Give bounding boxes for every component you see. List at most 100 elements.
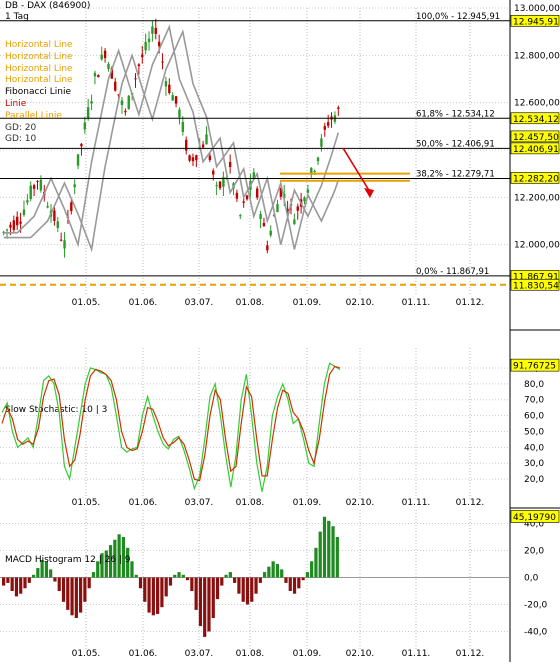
macd-bar xyxy=(301,577,305,581)
candle xyxy=(76,154,80,166)
value-tag-label: 91,76725 xyxy=(513,362,556,372)
macd-bar xyxy=(138,577,143,589)
macd-bar xyxy=(14,577,19,597)
candle xyxy=(215,185,218,187)
candle xyxy=(212,170,215,175)
price-tag xyxy=(510,112,560,125)
candle xyxy=(218,181,222,189)
candle xyxy=(19,221,22,224)
price-tag xyxy=(510,130,560,143)
candle xyxy=(316,157,320,162)
candle xyxy=(39,179,43,191)
candle xyxy=(144,41,147,51)
gd-20-line xyxy=(3,29,340,253)
chart-timeframe: 1 Tag xyxy=(5,12,29,22)
price-tag-label: 12.945,91 xyxy=(513,17,559,27)
candle xyxy=(117,94,120,96)
macd-bar xyxy=(57,577,61,591)
y-tick-label: 60,0 xyxy=(524,412,544,422)
legend-item: GD: 10 xyxy=(5,134,37,145)
y-tick-label: 80,0 xyxy=(524,380,544,390)
macd-bar xyxy=(215,577,220,600)
y-tick-label: 20,0 xyxy=(524,547,544,557)
candle xyxy=(147,38,151,43)
x-tick-label: 03.07. xyxy=(185,298,214,308)
x-tick-label: 02.10. xyxy=(346,298,375,308)
trend-arrow-head xyxy=(364,188,374,198)
candle xyxy=(53,210,56,221)
macd-bar xyxy=(108,545,113,578)
candle xyxy=(262,222,266,227)
candle xyxy=(239,215,242,217)
y-tick-label: 30,0 xyxy=(524,459,544,469)
x-tick-label: 01.11. xyxy=(402,649,431,659)
macd-bar xyxy=(126,547,130,578)
candle xyxy=(36,180,39,182)
macd-bar xyxy=(228,572,232,578)
macd-bar xyxy=(173,574,177,578)
candle xyxy=(110,67,114,79)
macd-bar xyxy=(10,577,14,591)
macd-bar xyxy=(190,577,194,591)
macd-bar xyxy=(117,534,121,578)
macd-bar xyxy=(314,547,318,578)
macd-bar xyxy=(49,569,53,578)
candle xyxy=(255,188,259,198)
macd-bar xyxy=(194,577,198,610)
candle xyxy=(266,245,269,251)
candle xyxy=(174,96,178,104)
price-tag-label: 12.534,12 xyxy=(513,115,559,125)
candle xyxy=(286,208,289,212)
macd-bar xyxy=(181,574,185,578)
x-tick-label: 01.12. xyxy=(456,649,485,659)
macd-bar xyxy=(91,572,96,578)
y-tick-label: 13.000,00 xyxy=(514,4,560,14)
macd-bar xyxy=(104,550,108,578)
macd-bar xyxy=(168,577,173,586)
macd-bar xyxy=(160,577,164,608)
trend-arrow-line xyxy=(342,147,371,193)
fib-level-label: 38,2% - 12.279,71 xyxy=(416,169,495,179)
x-tick-label: 01.11. xyxy=(402,298,431,308)
macd-bar xyxy=(83,577,87,602)
candle xyxy=(70,202,73,212)
candle xyxy=(124,110,127,113)
fib-level-label: 50,0% - 12.406,91 xyxy=(416,139,495,149)
macd-bar xyxy=(211,577,215,618)
x-tick-label: 01.09. xyxy=(293,649,322,659)
candle xyxy=(306,189,310,193)
candle xyxy=(32,185,36,189)
macd-bar xyxy=(74,577,78,618)
candle xyxy=(29,185,32,200)
candle xyxy=(59,239,63,241)
candle xyxy=(313,170,316,172)
candle xyxy=(137,64,141,67)
candle xyxy=(303,197,306,202)
macd-bar xyxy=(6,577,10,583)
macd-bar xyxy=(147,577,151,613)
candle xyxy=(127,95,130,110)
macd-bar xyxy=(254,577,258,594)
macd-bar xyxy=(66,577,70,610)
macd-bar xyxy=(40,559,44,578)
macd-bar xyxy=(262,572,267,578)
y-tick-label: 70,0 xyxy=(524,396,544,406)
candle xyxy=(242,201,245,203)
candle xyxy=(171,95,174,101)
candle xyxy=(46,206,49,208)
macd-bar xyxy=(164,577,168,597)
candle xyxy=(134,78,137,80)
candle xyxy=(269,230,272,236)
candle xyxy=(228,161,232,167)
candle xyxy=(107,64,110,69)
candle xyxy=(86,107,90,119)
x-tick-label: 01.06. xyxy=(129,649,158,659)
candle xyxy=(151,26,154,34)
y-tick-label: -40,0 xyxy=(524,628,548,638)
y-tick-label: 12.600,00 xyxy=(514,99,560,109)
fib-level-label: 61,8% - 12.534,12 xyxy=(416,109,495,119)
macd-bar xyxy=(241,577,245,602)
stochastic-k-line xyxy=(1,362,341,492)
macd-bar xyxy=(267,566,271,578)
